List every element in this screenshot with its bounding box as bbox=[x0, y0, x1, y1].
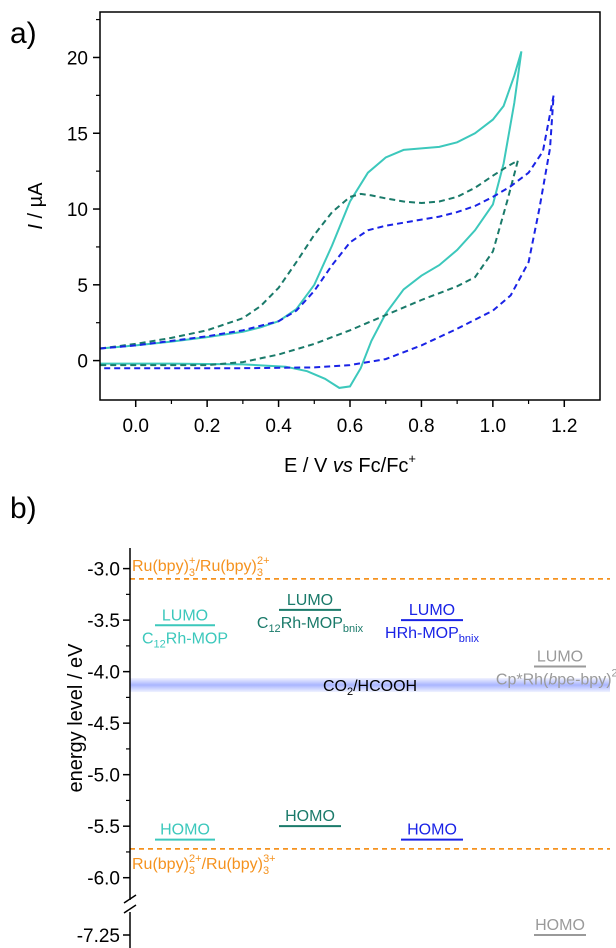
cv-series-1 bbox=[99, 51, 523, 389]
reference-label-1: Ru(bpy)3+/Ru(bpy)32+ bbox=[132, 555, 270, 579]
compound-name-3: HRh-MOPbnix bbox=[385, 625, 479, 645]
lumo-label-4: LUMO bbox=[537, 648, 583, 665]
co2-hcooh-band bbox=[130, 678, 610, 693]
y-axis-title: I / µA bbox=[25, 182, 47, 230]
panel-a-label: a) bbox=[10, 17, 37, 50]
homo-label-4: HOMO bbox=[535, 917, 585, 934]
lumo-label-1: LUMO bbox=[162, 607, 208, 624]
energy-tick-label: -5.0 bbox=[87, 766, 120, 787]
lumo-label-2: LUMO bbox=[287, 592, 333, 609]
x-tick-label: 0.6 bbox=[337, 416, 363, 437]
axis-break-mark bbox=[123, 904, 137, 914]
cyclic-voltammogram: 0.0 0.2 0.4 0.6 0.8 1.0 1.2 0 5 10 15 20 E / V vs F… bbox=[25, 11, 601, 477]
cv-series-3 bbox=[99, 95, 555, 370]
panel-b-label: b) bbox=[10, 492, 37, 525]
energy-tick-label: -4.5 bbox=[87, 714, 120, 735]
x-tick-label: 1.2 bbox=[551, 416, 577, 437]
co2-hcooh-label: CO2/HCOOH bbox=[323, 678, 417, 698]
reference-label-2: Ru(bpy)32+/Ru(bpy)33+ bbox=[132, 853, 276, 877]
x-tick-label: 0.4 bbox=[265, 416, 292, 437]
homo-label-1: HOMO bbox=[160, 822, 210, 839]
energy-tick-label: -3.5 bbox=[87, 611, 120, 632]
x-tick-label: 0.0 bbox=[123, 416, 149, 437]
energy-break-tick-label: -7.25 bbox=[77, 926, 120, 947]
energy-tick-label: -4.0 bbox=[87, 663, 120, 684]
y-tick-label: 5 bbox=[77, 276, 88, 297]
lumo-label-3: LUMO bbox=[409, 602, 455, 619]
homo-label-2: HOMO bbox=[285, 808, 335, 825]
cv-series-2 bbox=[99, 158, 520, 367]
compound-name-2: C12Rh-MOPbnix bbox=[257, 615, 364, 635]
x-tick-label: 1.0 bbox=[480, 416, 506, 437]
energy-level-diagram: CO2/HCOOH Ru(bpy)3+/Ru(bpy)32+ Ru(bpy)32+/… bbox=[65, 548, 616, 948]
energy-tick-label: -5.5 bbox=[87, 817, 120, 838]
y-tick-label: 10 bbox=[67, 200, 88, 221]
y-tick-label: 15 bbox=[67, 124, 88, 145]
compound-name-1: C12Rh-MOP bbox=[142, 630, 228, 650]
compound-name-4: Cp*Rh(bpe-bpy)2+ bbox=[496, 667, 616, 688]
y-tick-label: 0 bbox=[77, 352, 88, 373]
energy-tick-label: -6.0 bbox=[87, 869, 120, 890]
y-tick-label: 20 bbox=[67, 48, 88, 69]
x-tick-label: 0.2 bbox=[194, 416, 220, 437]
y-axis-title-energy: energy level / eV bbox=[65, 643, 87, 793]
x-axis-title: E / V vs Fc/Fc+ bbox=[284, 451, 416, 477]
x-tick-label: 0.8 bbox=[408, 416, 434, 437]
axis-break-mark bbox=[123, 894, 137, 904]
energy-tick-label: -3.0 bbox=[87, 560, 120, 581]
homo-label-3: HOMO bbox=[407, 822, 457, 839]
